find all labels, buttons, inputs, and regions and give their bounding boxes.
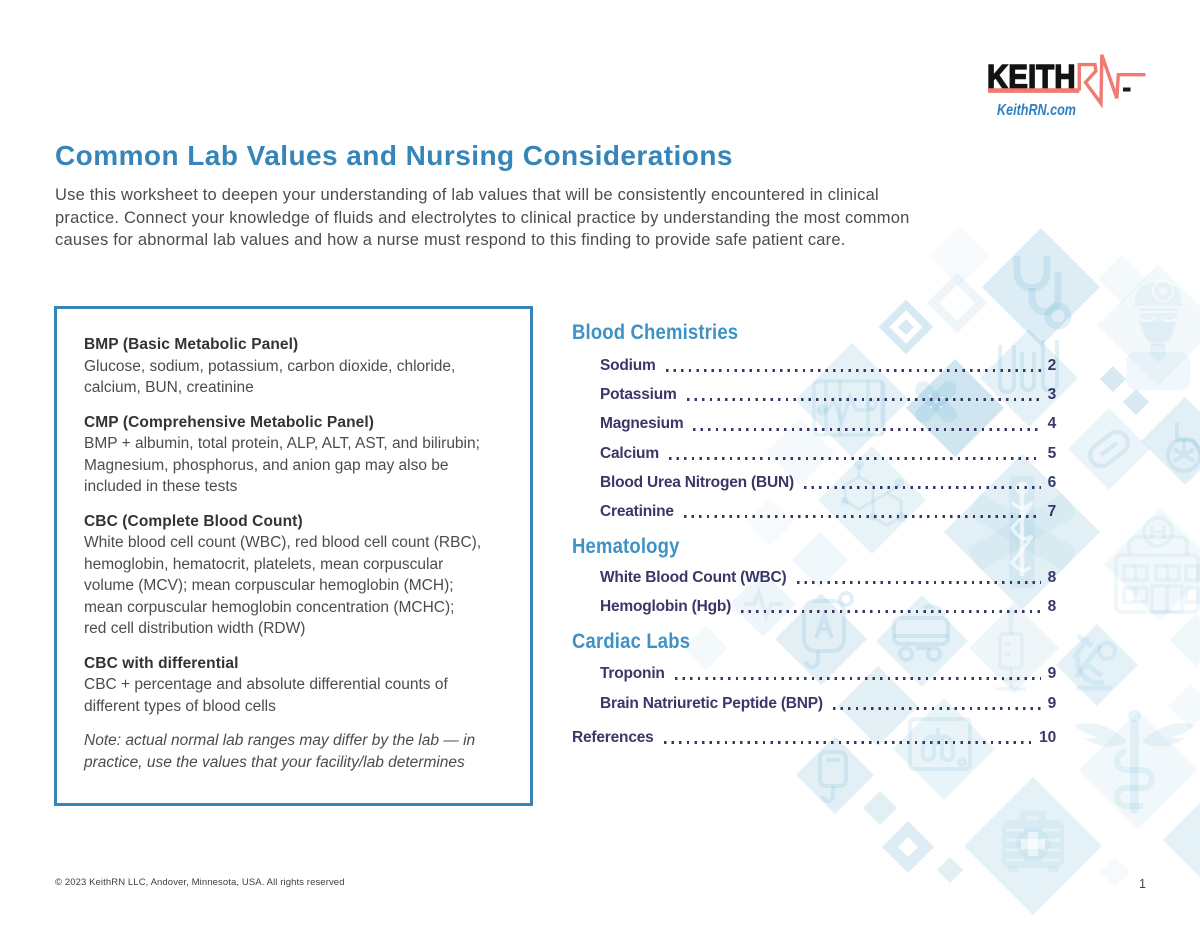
svg-text:KeithRN.com: KeithRN.com [997,102,1076,119]
